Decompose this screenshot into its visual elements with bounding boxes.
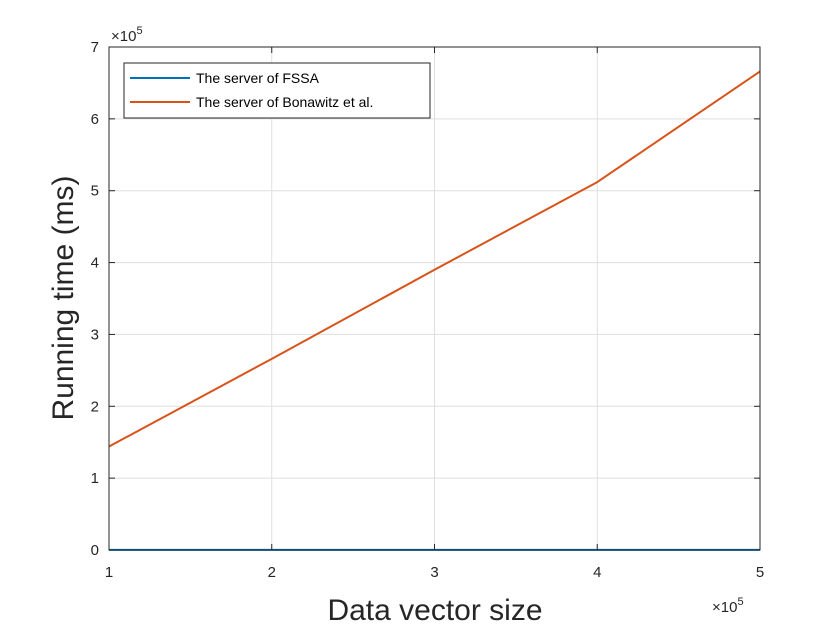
y-tick-label: 3	[91, 326, 99, 343]
y-tick-label: 5	[91, 183, 99, 200]
y-tick-label: 2	[91, 398, 99, 415]
x-axis-multiplier: ×105	[712, 596, 744, 616]
x-tick-label: 2	[268, 564, 276, 581]
y-tick-label: 6	[91, 111, 99, 128]
y-tick-label: 4	[91, 255, 99, 272]
x-tick-label: 1	[105, 564, 113, 581]
legend-box	[123, 62, 431, 119]
y-axis-multiplier: ×105	[111, 25, 143, 45]
series-line-1	[108, 70, 761, 448]
legend-label-bonawitz: The server of Bonawitz et al.	[196, 94, 373, 110]
y-tick-label: 1	[91, 470, 99, 487]
axis-ticks	[108, 46, 761, 551]
x-tick-label: 3	[430, 564, 438, 581]
legend-label-fssa: The server of FSSA	[196, 70, 320, 86]
y-tick-label: 7	[91, 39, 99, 56]
x-axis-label: Data vector size	[327, 594, 542, 627]
y-axis-label: Running time (ms)	[47, 175, 80, 420]
x-tick-label: 4	[593, 564, 601, 581]
x-tick-label: 5	[756, 564, 764, 581]
y-tick-label: 0	[91, 542, 99, 559]
legend: The server of FSSA The server of Bonawit…	[123, 62, 431, 119]
